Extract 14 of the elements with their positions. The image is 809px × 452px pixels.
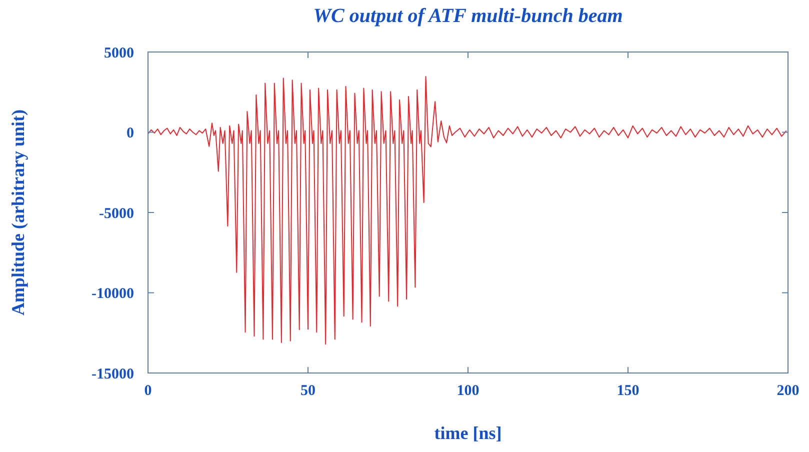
x-tick-label: 150 xyxy=(616,383,640,399)
line-series xyxy=(148,76,787,345)
x-tick-label: 50 xyxy=(300,383,316,399)
y-tick-label: -15000 xyxy=(92,366,134,382)
y-tick-label: 0 xyxy=(126,126,134,142)
x-tick-label: 0 xyxy=(144,383,152,399)
y-axis-title: Amplitude (arbitrary unit) xyxy=(8,110,28,316)
x-tick-label: 200 xyxy=(776,383,800,399)
y-tick-label: -5000 xyxy=(99,206,134,222)
x-tick-label: 100 xyxy=(456,383,480,399)
chart-title: WC output of ATF multi-bunch beam xyxy=(313,5,623,27)
x-axis-title: time [ns] xyxy=(434,423,502,443)
y-tick-label: 5000 xyxy=(104,45,134,62)
y-tick-label: -10000 xyxy=(92,286,134,302)
